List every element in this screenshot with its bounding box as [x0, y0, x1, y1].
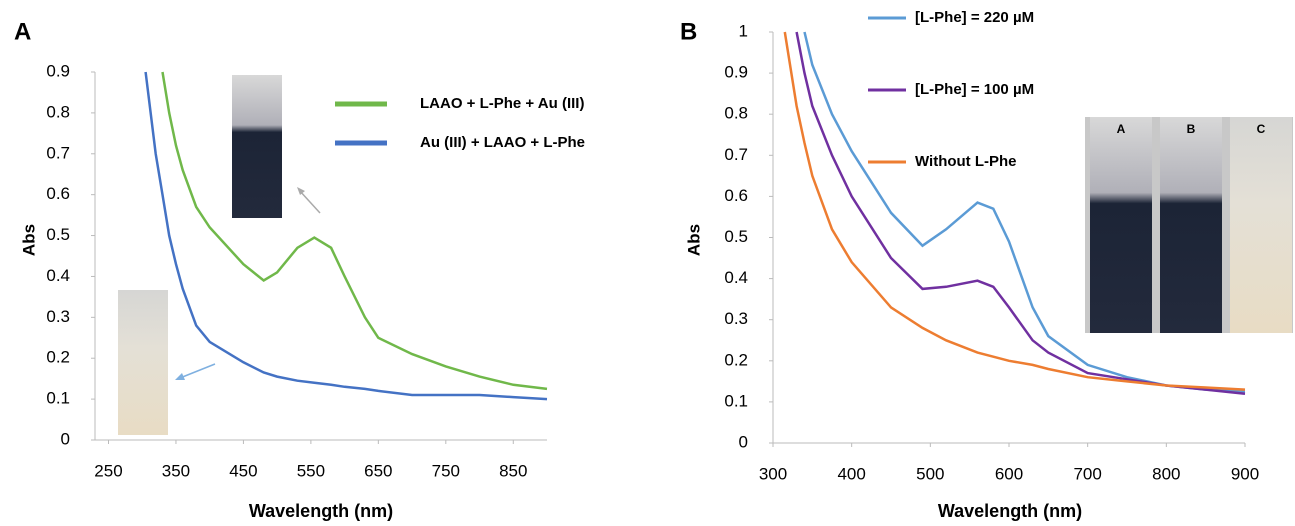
y-tick-label: 0.7 — [724, 145, 748, 164]
x-tick-label: 750 — [432, 461, 460, 480]
arrow — [298, 189, 321, 214]
arrow-head — [297, 187, 305, 195]
y-tick-label: 0.8 — [46, 102, 70, 121]
y-tick-label: 0.4 — [46, 266, 70, 285]
y-tick-label: 0 — [739, 432, 748, 451]
y-tick-label: 0.5 — [724, 227, 748, 246]
y-tick-label: 0.9 — [46, 61, 70, 80]
legend-label: [L-Phe] = 220 µM — [915, 9, 1034, 26]
legend-label: Without L-Phe — [915, 153, 1017, 170]
x-tick-label: 900 — [1231, 464, 1259, 483]
y-tick-label: 0.2 — [724, 350, 748, 369]
y-axis-title: Abs — [684, 224, 703, 256]
panel-label: B — [680, 18, 697, 45]
legend-label: [L-Phe] = 100 µM — [915, 81, 1034, 98]
x-tick-label: 700 — [1073, 464, 1101, 483]
x-axis-title: Wavelength (nm) — [249, 501, 393, 521]
x-tick-label: 650 — [364, 461, 392, 480]
panel-label: A — [14, 18, 31, 45]
cuvette-photo — [118, 290, 168, 435]
cuvette-photo — [1090, 117, 1152, 333]
y-tick-label: 0.5 — [46, 225, 70, 244]
legend-label: Au (III) + LAAO + L-Phe — [420, 134, 585, 151]
inset-label: C — [1257, 122, 1266, 136]
series-line — [144, 71, 548, 401]
x-axis-title: Wavelength (nm) — [938, 501, 1082, 521]
y-tick-label: 0.4 — [724, 268, 748, 287]
x-tick-label: 850 — [499, 461, 527, 480]
series-line — [783, 31, 1246, 391]
y-tick-label: 0.7 — [46, 143, 70, 162]
y-tick-label: 0.3 — [46, 307, 70, 326]
inset-label: A — [1117, 122, 1126, 136]
y-tick-label: 0.1 — [46, 389, 70, 408]
series-line — [161, 71, 548, 391]
y-tick-label: 0.6 — [46, 184, 70, 203]
y-tick-label: 0.1 — [724, 391, 748, 410]
y-tick-label: 0.2 — [46, 348, 70, 367]
x-tick-label: 400 — [837, 464, 865, 483]
x-tick-label: 800 — [1152, 464, 1180, 483]
y-tick-label: 0.3 — [724, 309, 748, 328]
x-tick-label: 550 — [297, 461, 325, 480]
x-tick-label: 500 — [916, 464, 944, 483]
cuvette-photo — [232, 75, 282, 218]
x-tick-label: 350 — [162, 461, 190, 480]
arrow-head — [175, 373, 185, 380]
cuvette-photo — [1230, 117, 1292, 333]
x-tick-label: 450 — [229, 461, 257, 480]
series-line — [795, 31, 1246, 395]
inset-label: B — [1187, 122, 1196, 136]
arrow — [179, 363, 216, 379]
y-tick-label: 0.8 — [724, 104, 748, 123]
x-tick-label: 300 — [759, 464, 787, 483]
y-tick-label: 0.6 — [724, 186, 748, 205]
y-tick-label: 0.9 — [724, 63, 748, 82]
x-tick-label: 250 — [94, 461, 122, 480]
series-line — [803, 31, 1246, 393]
y-tick-label: 1 — [739, 21, 748, 40]
x-tick-label: 600 — [995, 464, 1023, 483]
y-axis-title: Abs — [19, 224, 38, 256]
cuvette-photo — [1160, 117, 1222, 333]
legend-label: LAAO + L-Phe + Au (III) — [420, 95, 584, 112]
y-tick-label: 0 — [61, 429, 70, 448]
